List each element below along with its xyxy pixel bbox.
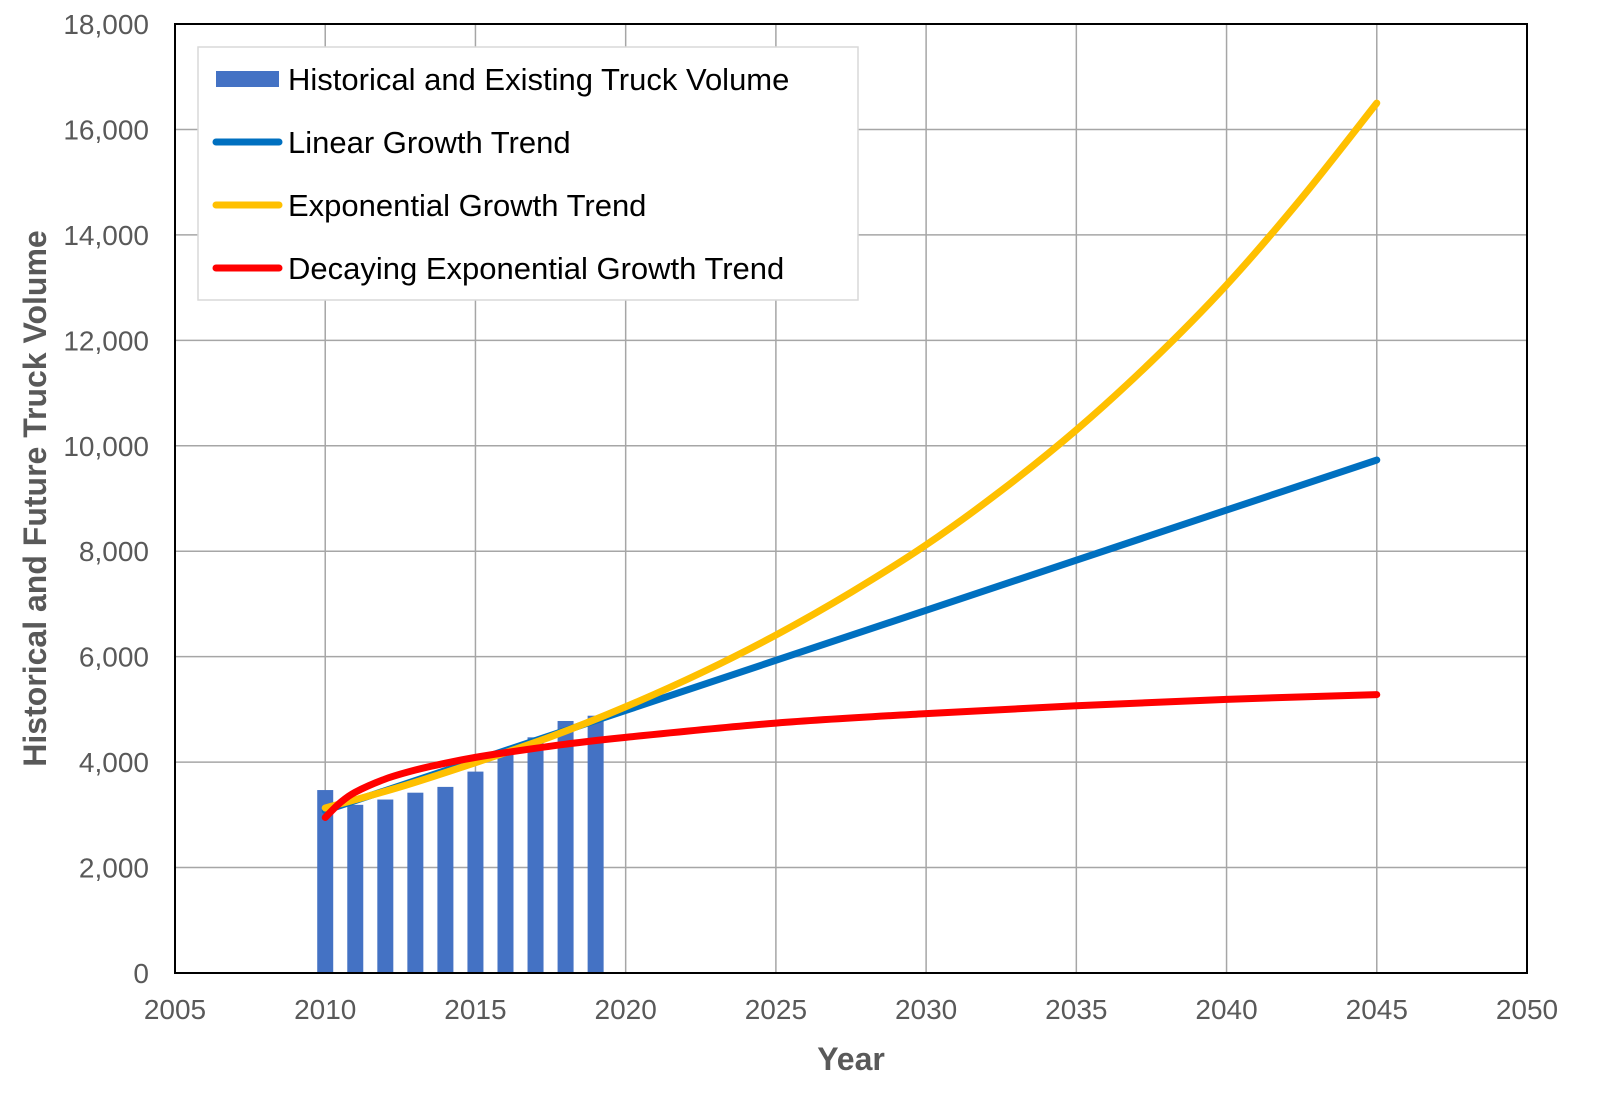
x-tick-label: 2045: [1346, 994, 1408, 1025]
x-tick-label: 2025: [745, 994, 807, 1025]
x-tick-label: 2010: [294, 994, 356, 1025]
x-axis-title: Year: [817, 1041, 885, 1077]
y-tick-label: 18,000: [63, 9, 149, 40]
legend: Historical and Existing Truck Volume Line…: [197, 46, 859, 301]
legend-items: Historical and Existing Truck Volume Line…: [212, 62, 789, 286]
y-tick-label: 2,000: [79, 853, 149, 884]
bar-2014: [437, 786, 454, 973]
bar-2017: [527, 737, 544, 973]
legend-label: Decaying Exponential Growth Trend: [288, 251, 784, 286]
legend-box: [197, 46, 859, 301]
x-tick-label: 2040: [1195, 994, 1257, 1025]
x-tick-label: 2005: [144, 994, 206, 1025]
bar-2012: [377, 799, 394, 973]
y-tick-label: 12,000: [63, 325, 149, 356]
series-line-3: [321, 691, 1381, 821]
y-tick-label: 4,000: [79, 747, 149, 778]
y-tick-label: 0: [133, 958, 149, 989]
legend-label: Historical and Existing Truck Volume: [288, 62, 789, 97]
legend-swatch-bar: [216, 71, 279, 87]
bar-2019: [587, 715, 604, 973]
bar-2018: [557, 720, 574, 973]
bar-2011: [347, 804, 364, 973]
y-tick-label: 10,000: [63, 431, 149, 462]
bar-2013: [407, 792, 424, 973]
legend-label: Exponential Growth Trend: [288, 188, 646, 223]
y-tick-label: 16,000: [63, 114, 149, 145]
x-tick-label: 2050: [1496, 994, 1558, 1025]
tick-label-layer: 2005 2010 2015 2020 2025 2030 2035 2040 2045 2050…: [63, 9, 1558, 1025]
x-tick-label: 2035: [1045, 994, 1107, 1025]
plot-area-frame: [174, 23, 1528, 974]
y-tick-label: 8,000: [79, 536, 149, 567]
y-tick-label: 6,000: [79, 642, 149, 673]
y-axis-title: Historical and Future Truck Volume: [17, 230, 53, 766]
bar-2010: [317, 790, 334, 973]
x-tick-label: 2030: [895, 994, 957, 1025]
bar-2015: [467, 771, 484, 973]
line-layer: [321, 99, 1381, 821]
y-tick-label: 14,000: [63, 220, 149, 251]
x-tick-label: 2020: [595, 994, 657, 1025]
bar-2016: [497, 753, 514, 973]
bar-layer: [317, 715, 604, 973]
x-tick-label: 2015: [444, 994, 506, 1025]
legend-label: Linear Growth Trend: [288, 125, 571, 160]
